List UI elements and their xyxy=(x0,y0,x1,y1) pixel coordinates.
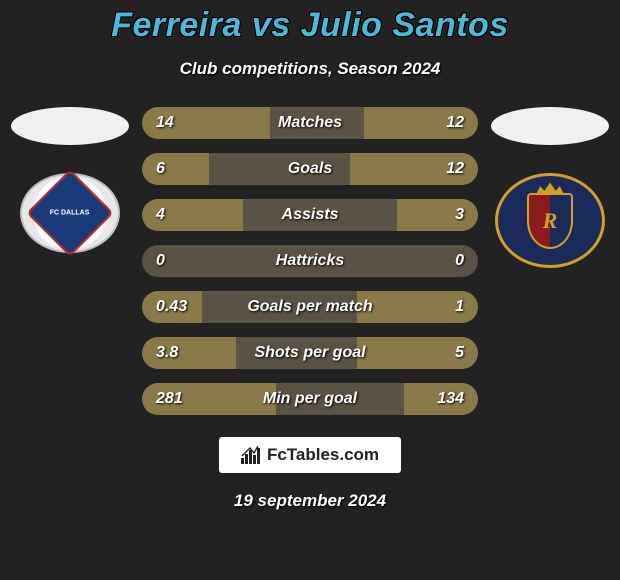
stat-value-left: 6 xyxy=(156,160,165,178)
club-logo-right: R xyxy=(495,173,605,268)
brand-text: FcTables.com xyxy=(267,445,379,465)
stat-bar: 0.43 Goals per match 1 xyxy=(142,291,478,323)
stat-value-left: 4 xyxy=(156,206,165,224)
stat-fill-right xyxy=(397,199,478,231)
stat-value-left: 14 xyxy=(156,114,174,132)
stat-value-right: 3 xyxy=(455,206,464,224)
page-title: Ferreira vs Julio Santos xyxy=(0,6,620,45)
date-text: 19 september 2024 xyxy=(234,491,386,511)
main-row: FC DALLAS 14 Matches 12 6 Goals 12 4 Assists 3 0 H… xyxy=(0,107,620,415)
stats-column: 14Matches126Goals124Assists30Hattricks00… xyxy=(136,107,484,415)
stat-value-right: 12 xyxy=(446,160,464,178)
stat-bar: 3.8 Shots per goal 5 xyxy=(142,337,478,369)
fcdallas-crest-text: FC DALLAS xyxy=(50,209,90,216)
club-logo-left: FC DALLAS xyxy=(20,173,120,253)
stat-label: Goals xyxy=(288,160,332,178)
fcdallas-crest-icon: FC DALLAS xyxy=(26,169,114,257)
stat-value-left: 0.43 xyxy=(156,298,187,316)
rsl-crown-icon xyxy=(536,183,564,195)
stat-label: Matches xyxy=(278,114,342,132)
brand-badge: FcTables.com xyxy=(219,437,401,473)
player-left-column: FC DALLAS xyxy=(4,107,136,253)
stat-label: Goals per match xyxy=(247,298,372,316)
stat-value-left: 281 xyxy=(156,390,183,408)
stat-value-right: 1 xyxy=(455,298,464,316)
rsl-shield-icon: R xyxy=(527,193,573,249)
stat-bar: 6 Goals 12 xyxy=(142,153,478,185)
player-right-column: R xyxy=(484,107,616,268)
stat-fill-left xyxy=(142,153,209,185)
player-right-avatar-placeholder xyxy=(491,107,609,145)
fctables-logo-icon xyxy=(241,446,261,464)
stat-value-right: 12 xyxy=(446,114,464,132)
stat-bar: 0 Hattricks 0 xyxy=(142,245,478,277)
comparison-card: Ferreira vs Julio Santos Club competitio… xyxy=(0,0,620,580)
subtitle: Club competitions, Season 2024 xyxy=(0,59,620,79)
stat-label: Shots per goal xyxy=(254,344,365,362)
stat-bar: 4 Assists 3 xyxy=(142,199,478,231)
stat-label: Hattricks xyxy=(276,252,344,270)
stat-bar: 281 Min per goal 134 xyxy=(142,383,478,415)
footer: FcTables.com 19 september 2024 xyxy=(0,437,620,511)
stat-value-right: 134 xyxy=(437,390,464,408)
stat-bar: 14 Matches 12 xyxy=(142,107,478,139)
stat-value-right: 0 xyxy=(455,252,464,270)
stat-label: Assists xyxy=(282,206,339,224)
stat-value-right: 5 xyxy=(455,344,464,362)
stat-value-left: 3.8 xyxy=(156,344,178,362)
stat-label: Min per goal xyxy=(263,390,357,408)
rsl-letter: R xyxy=(543,208,558,234)
stat-value-left: 0 xyxy=(156,252,165,270)
player-left-avatar-placeholder xyxy=(11,107,129,145)
